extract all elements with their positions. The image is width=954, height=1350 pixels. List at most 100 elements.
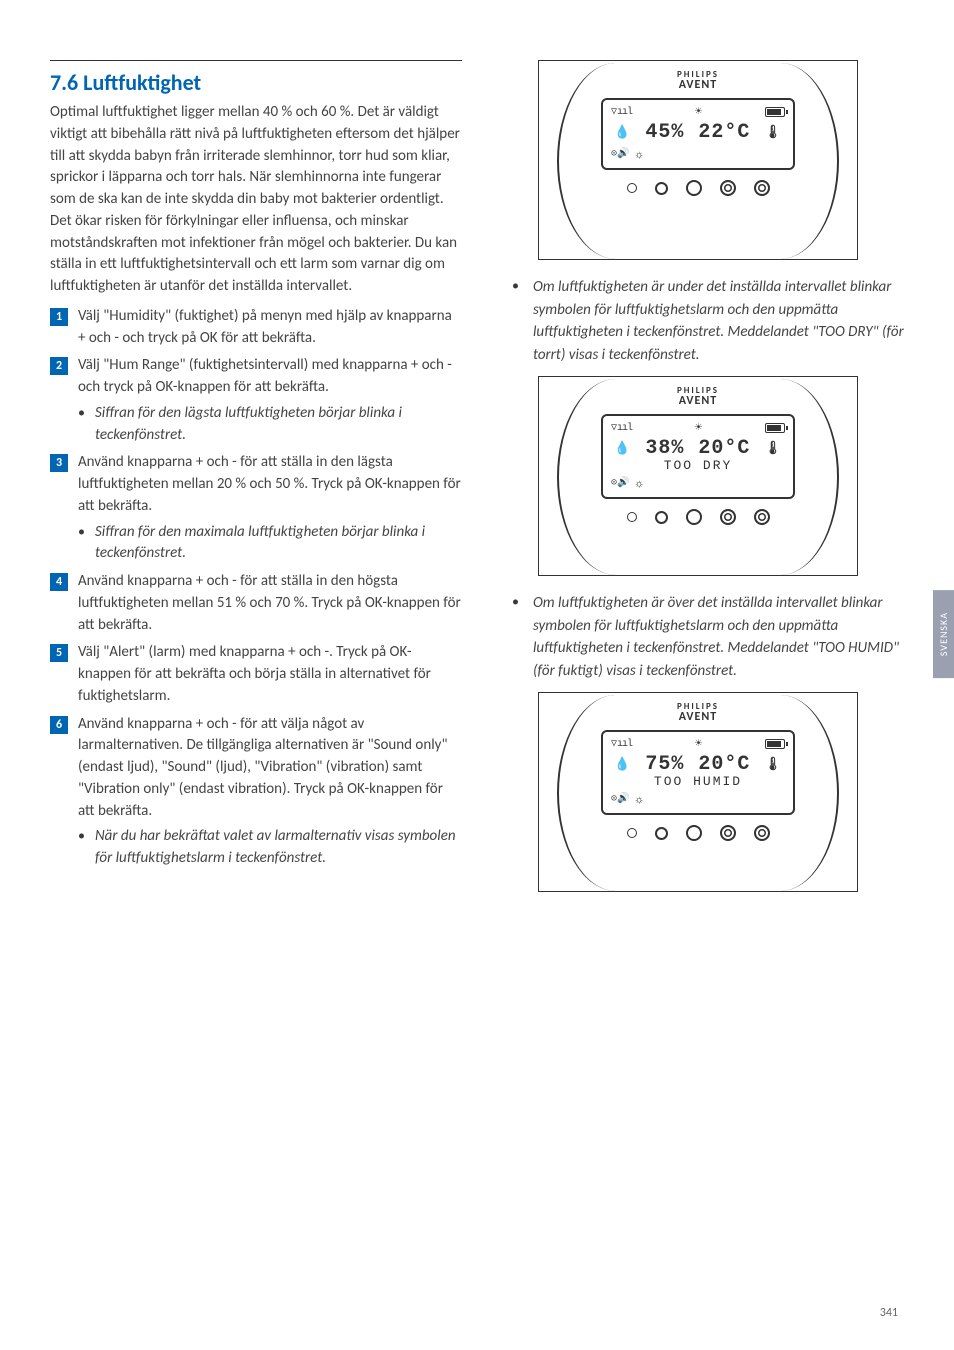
right-bullet-text: Om luftfuktigheten är över det inställda… (533, 592, 904, 682)
step-text: Välj "Hum Range" (fuktighetsintervall) m… (78, 355, 462, 399)
step: 5 Välj "Alert" (larm) med knapparna + oc… (50, 642, 462, 707)
bullet-dot-icon: • (78, 522, 85, 566)
thermometer-icon: 🌡 (764, 125, 782, 140)
brightness-icon: ☼ (635, 793, 642, 807)
device-button (627, 183, 637, 193)
device-button (720, 509, 736, 525)
lcd-screen: ııl ☀ 💧 75% 20°C 🌡 TOO HUMID ⊙🔊 ☼ (601, 730, 795, 815)
device-body: PHILIPS AVENT ııl ☀ 💧 45% 22°C 🌡 ⊙🔊 ☼ (583, 69, 813, 196)
temperature-value: 20°C (698, 437, 750, 460)
bullet-dot-icon: • (512, 276, 519, 366)
signal-icon: ııl (611, 422, 632, 434)
steps-list: 1 Välj "Humidity" (fuktighet) på menyn m… (50, 306, 462, 870)
temperature-value: 22°C (698, 121, 750, 144)
step-sub-bullet: • Siffran för den maximala luftfuktighet… (50, 522, 462, 566)
signal-icon: ııl (611, 106, 632, 118)
thermometer-icon: 🌡 (764, 757, 782, 772)
humidity-value: 38% (645, 437, 684, 460)
humidity-icon: 💧 (614, 125, 631, 140)
eco-icon: ⊙🔊 (611, 477, 629, 491)
humidity-value: 45% (645, 121, 684, 144)
brand-line2: AVENT (583, 394, 813, 408)
temperature-value: 20°C (698, 753, 750, 776)
step-number: 1 (50, 308, 68, 326)
brightness-icon: ☼ (635, 148, 642, 162)
lcd-status-row: ııl ☀ (611, 420, 785, 435)
section-title: 7.6 Luftfuktighet (50, 69, 462, 96)
step-number: 3 (50, 454, 68, 472)
device-button (754, 180, 770, 196)
bullet-dot-icon: • (512, 592, 519, 682)
right-bullet-text: Om luftfuktigheten är under det inställd… (533, 276, 904, 366)
intro-paragraph: Optimal luftfuktighet ligger mellan 40 %… (50, 102, 462, 298)
bullet-dot-icon: • (78, 403, 85, 447)
device-button (686, 825, 702, 841)
step: 6 Använd knapparna + och - för att välja… (50, 714, 462, 823)
device-button (754, 509, 770, 525)
humidity-icon: 💧 (614, 441, 631, 456)
left-column: 7.6 Luftfuktighet Optimal luftfuktighet … (50, 60, 462, 902)
step: 3 Använd knapparna + och - för att ställ… (50, 452, 462, 517)
lcd-bottom-row: ⊙🔊 ☼ (611, 477, 785, 491)
step-text: Använd knapparna + och - för att välja n… (78, 714, 462, 823)
device-button (655, 182, 668, 195)
right-bullet: • Om luftfuktigheten är över det inställ… (492, 592, 904, 682)
section-rule (50, 60, 462, 61)
eco-icon: ⊙🔊 (611, 793, 629, 807)
lcd-bottom-row: ⊙🔊 ☼ (611, 793, 785, 807)
battery-icon (765, 107, 785, 117)
device-button (686, 180, 702, 196)
section-number: 7.6 (50, 69, 78, 96)
step-sub-bullet: • När du har bekräftat valet av larmalte… (50, 826, 462, 870)
battery-icon (765, 739, 785, 749)
device-buttons (583, 180, 813, 196)
lcd-screen: ııl ☀ 💧 38% 20°C 🌡 TOO DRY ⊙🔊 ☼ (601, 414, 795, 499)
humidity-icon: 💧 (614, 757, 631, 772)
step-text: Använd knapparna + och - för att ställa … (78, 452, 462, 517)
lcd-main-row: 💧 45% 22°C 🌡 (611, 121, 785, 144)
bullet-dot-icon: • (78, 826, 85, 870)
device-button (720, 180, 736, 196)
lcd-message: TOO DRY (611, 458, 785, 473)
right-column: PHILIPS AVENT ııl ☀ 💧 45% 22°C 🌡 ⊙🔊 ☼ (492, 60, 904, 902)
step-number: 6 (50, 716, 68, 734)
device-body: PHILIPS AVENT ııl ☀ 💧 75% 20°C 🌡 TOO HUM… (583, 701, 813, 841)
lcd-message: TOO HUMID (611, 774, 785, 789)
step: 1 Välj "Humidity" (fuktighet) på menyn m… (50, 306, 462, 350)
signal-icon: ııl (611, 738, 632, 750)
step-text: Använd knapparna + och - för att ställa … (78, 571, 462, 636)
brand-line2: AVENT (583, 78, 813, 92)
lcd-screen: ııl ☀ 💧 45% 22°C 🌡 ⊙🔊 ☼ (601, 98, 795, 170)
device-button (655, 827, 668, 840)
step-text: Välj "Alert" (larm) med knapparna + och … (78, 642, 462, 707)
step-number: 2 (50, 357, 68, 375)
device-figure: PHILIPS AVENT ııl ☀ 💧 38% 20°C 🌡 TOO DRY… (538, 376, 858, 576)
device-button (754, 825, 770, 841)
lcd-status-row: ııl ☀ (611, 736, 785, 751)
step-sub-bullet: • Siffran för den lägsta luftfuktigheten… (50, 403, 462, 447)
step: 2 Välj "Hum Range" (fuktighetsintervall)… (50, 355, 462, 399)
sub-bullet-text: Siffran för den maximala luftfuktigheten… (95, 522, 462, 566)
page-content: 7.6 Luftfuktighet Optimal luftfuktighet … (0, 0, 954, 942)
sub-bullet-text: När du har bekräftat valet av larmaltern… (95, 826, 462, 870)
device-buttons (583, 509, 813, 525)
step-number: 5 (50, 644, 68, 662)
device-button (627, 828, 637, 838)
page-number: 341 (880, 1306, 898, 1320)
device-body: PHILIPS AVENT ııl ☀ 💧 38% 20°C 🌡 TOO DRY… (583, 385, 813, 525)
device-figure: PHILIPS AVENT ııl ☀ 💧 45% 22°C 🌡 ⊙🔊 ☼ (538, 60, 858, 260)
sub-bullet-text: Siffran för den lägsta luftfuktigheten b… (95, 403, 462, 447)
sun-icon: ☀ (695, 736, 702, 751)
lcd-main-row: 💧 75% 20°C 🌡 (611, 753, 785, 776)
lcd-bottom-row: ⊙🔊 ☼ (611, 148, 785, 162)
thermometer-icon: 🌡 (764, 441, 782, 456)
brightness-icon: ☼ (635, 477, 642, 491)
device-button (655, 511, 668, 524)
step: 4 Använd knapparna + och - för att ställ… (50, 571, 462, 636)
device-button (720, 825, 736, 841)
lcd-status-row: ııl ☀ (611, 104, 785, 119)
brand-line2: AVENT (583, 710, 813, 724)
battery-icon (765, 423, 785, 433)
device-buttons (583, 825, 813, 841)
sun-icon: ☀ (695, 420, 702, 435)
